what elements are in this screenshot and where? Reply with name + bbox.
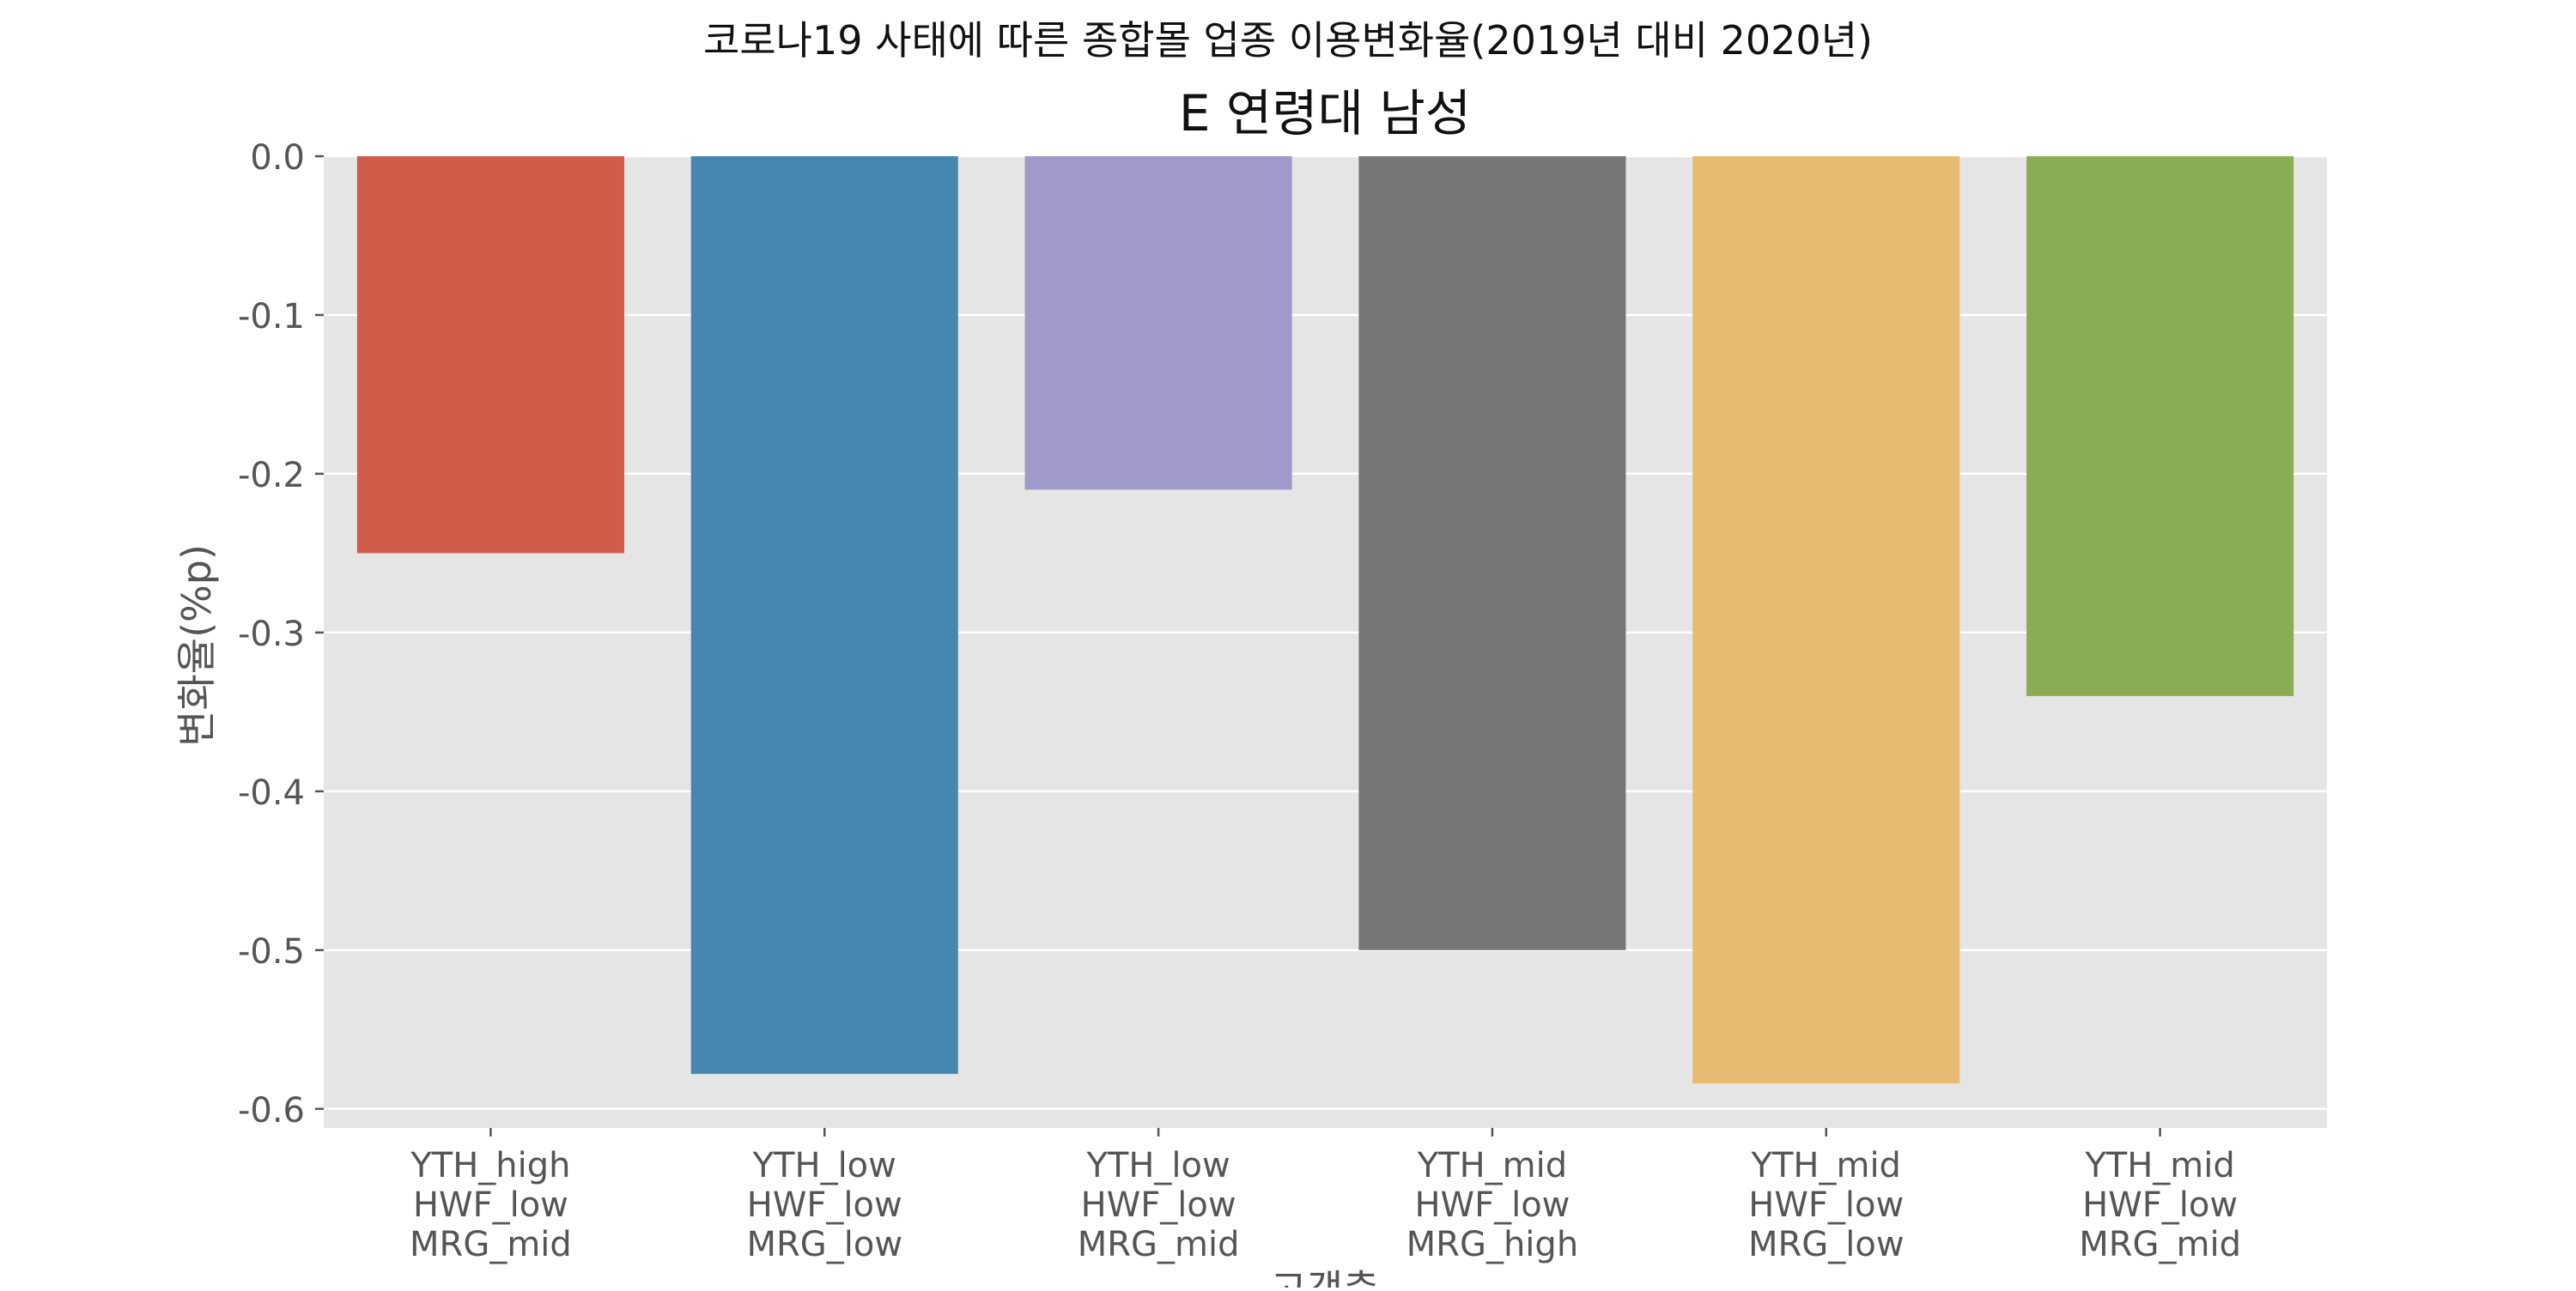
y-tick-label: -0.4 (238, 773, 305, 813)
x-tick-label-line: HWF_low (413, 1185, 568, 1225)
y-tick-label: -0.3 (238, 615, 305, 654)
x-tick-label: YTH_low HWF_low MRG_low (746, 1146, 902, 1264)
bar (690, 156, 958, 1075)
x-tick-label-line: YTH_mid (2084, 1146, 2234, 1185)
x-tick-label-line: HWF_low (747, 1185, 902, 1225)
x-axis-label: 고객층 (1271, 1266, 1380, 1288)
x-tick-label-line: YTH_high (410, 1146, 570, 1185)
y-tick-label: 0.0 (250, 138, 305, 178)
x-tick-label-line: HWF_low (1748, 1185, 1904, 1225)
bar (1358, 156, 1626, 950)
x-tick-label-line: MRG_low (1748, 1225, 1905, 1264)
x-tick-label: YTH_high HWF_low MRG_mid (410, 1146, 572, 1264)
y-axis-label: 변화율(%p) (173, 544, 220, 747)
x-tick-label-line: MRG_high (1406, 1225, 1579, 1264)
x-tick-label-line: MRG_mid (2079, 1225, 2241, 1264)
x-tick-label-line: HWF_low (1081, 1185, 1236, 1225)
x-tick-label: YTH_mid HWF_low MRG_high (1406, 1146, 1579, 1264)
x-tick-label-line: MRG_low (746, 1225, 902, 1264)
y-tick-label: -0.1 (238, 297, 305, 336)
x-tick-label-line: HWF_low (1414, 1185, 1570, 1225)
bar (356, 156, 624, 554)
y-tick-label: -0.2 (238, 456, 305, 495)
x-tick-label: YTH_mid HWF_low MRG_mid (2079, 1146, 2241, 1264)
x-tick-label-line: YTH_mid (1417, 1146, 1567, 1185)
y-tick-label: -0.6 (238, 1091, 305, 1130)
bar (2026, 156, 2294, 696)
x-tick-label-line: YTH_low (752, 1146, 896, 1185)
x-tick-label: YTH_low HWF_low MRG_mid (1078, 1146, 1240, 1264)
bar (1024, 156, 1292, 490)
x-tick-label-line: YTH_mid (1751, 1146, 1901, 1185)
x-tick-label-line: HWF_low (2082, 1185, 2238, 1225)
x-tick-label: YTH_mid HWF_low MRG_low (1748, 1146, 1905, 1264)
figure-suptitle: 코로나19 사태에 따른 종합몰 업종 이용변화율(2019년 대비 2020년… (703, 17, 1873, 64)
x-tick-label-line: YTH_low (1085, 1146, 1230, 1185)
chart-title: E 연령대 남성 (1179, 84, 1471, 142)
plot-background (324, 156, 2327, 1128)
y-tick-label: -0.5 (238, 932, 305, 972)
x-tick-label-line: MRG_mid (1078, 1225, 1240, 1264)
x-tick-label-line: MRG_mid (410, 1225, 572, 1264)
bar (1692, 156, 1960, 1084)
